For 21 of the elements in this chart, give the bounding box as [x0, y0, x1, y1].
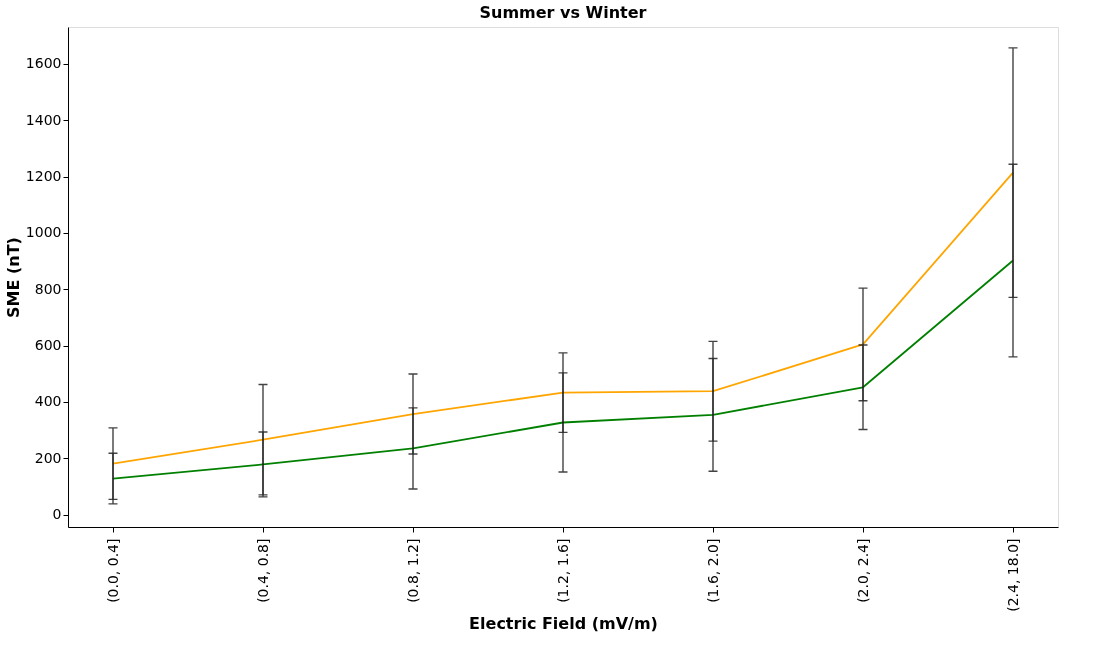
y-tick-label: 800 [34, 280, 62, 297]
x-tick-label: (0.0, 0.4] [104, 538, 121, 603]
y-tick-label: 400 [34, 393, 62, 410]
y-tick-label: 1400 [25, 111, 62, 128]
x-tick-label: (1.6, 2.0] [704, 538, 721, 603]
chart-title: Summer vs Winter [479, 3, 647, 22]
x-tick-label: (0.8, 1.2] [404, 538, 421, 603]
y-tick-label: 1000 [25, 224, 62, 241]
x-tick-label: (2.4, 18.0] [1004, 538, 1021, 612]
y-axis-title: SME (nT) [3, 237, 23, 318]
line-series [112, 171, 1014, 465]
x-axis-title: Electric Field (mV/m) [469, 613, 658, 633]
y-tick-label: 0 [52, 506, 62, 523]
x-tick-label: (1.2, 1.6] [554, 538, 571, 603]
y-tick-label: 1600 [25, 55, 62, 72]
y-tick-label: 600 [34, 337, 62, 354]
line-series [112, 259, 1014, 480]
x-tick-label: (2.0, 2.4] [854, 538, 871, 603]
y-tick-label: 1200 [25, 168, 62, 185]
x-tick-label: (0.4, 0.8] [254, 538, 271, 603]
y-tick-label: 200 [34, 449, 62, 466]
